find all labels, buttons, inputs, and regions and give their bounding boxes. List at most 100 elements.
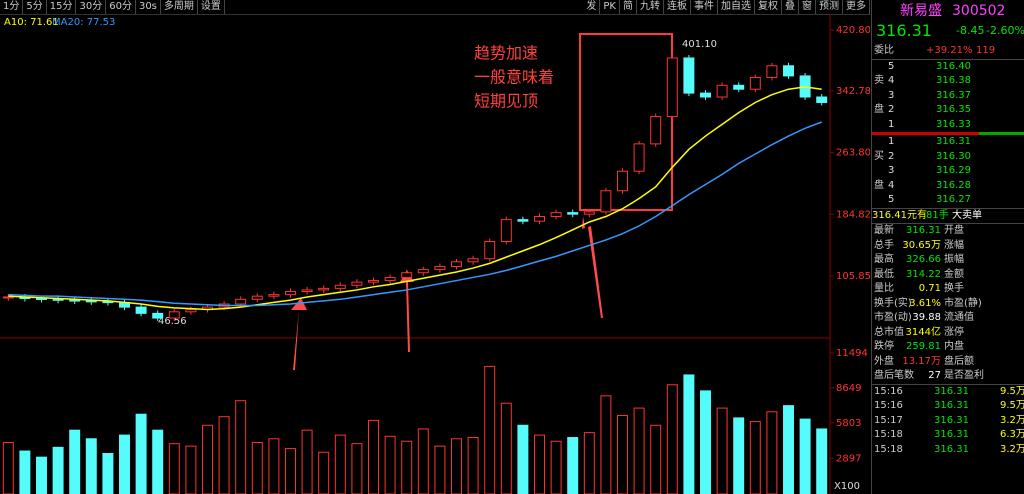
big-order: 316.41元有 81手 大卖单 [872, 207, 1024, 224]
period-button[interactable]: 60分 [106, 0, 136, 14]
trade-row: 15:18 316.31 6.3万 [872, 428, 1024, 443]
side-label: 买 [874, 150, 884, 162]
order-book: 5 316.40 卖 4 316.38 3 316.37 盘 2 316.35 1 316.33 1 31… [872, 60, 1024, 208]
sell-row: 5 316.40 [872, 60, 1024, 75]
level-price: 316.30 [936, 150, 971, 162]
level-price: 316.33 [936, 118, 971, 130]
price: 316.31 [876, 21, 932, 40]
volume-bar [119, 434, 130, 494]
period-button[interactable]: 30s [136, 0, 161, 14]
v-tick-label: 11494 [836, 348, 868, 359]
trade-size: 9.5万 [1000, 400, 1024, 411]
tool-button[interactable]: 叠 [782, 0, 799, 14]
level-price: 316.31 [936, 136, 971, 147]
candle [301, 289, 313, 292]
level-price: 316.27 [936, 194, 971, 205]
volume-bar [85, 438, 97, 494]
candle [36, 298, 47, 301]
volume-bar [666, 384, 678, 494]
trade-row: 15:17 316.31 3.2万 [872, 414, 1024, 429]
volume-bar [583, 432, 595, 494]
volume-bar [783, 405, 794, 494]
candle [285, 290, 296, 296]
y-tick-label: 184.82 [836, 209, 870, 220]
volume-bar [384, 435, 396, 494]
tool-button[interactable]: 更多 [843, 0, 870, 14]
trade-time: 15:18 [874, 429, 903, 440]
arrow [291, 298, 307, 370]
tool-button[interactable]: 事件 [691, 0, 718, 14]
y-tick-label: 420.80 [836, 25, 870, 36]
candle [235, 298, 247, 305]
trade-size: 3.2万 [1000, 443, 1024, 455]
stock-name: 新易盛 [900, 3, 942, 19]
trade-price: 316.31 [934, 400, 969, 411]
annotation: 短期见顶 [474, 92, 538, 111]
period-button[interactable]: 1分 [0, 0, 24, 14]
y-tick-label: 105.85 [836, 271, 870, 282]
level-price: 316.37 [936, 89, 971, 101]
sell-row: 盘 2 316.35 [872, 103, 1024, 118]
candle [534, 216, 545, 222]
volume-bar [816, 428, 828, 494]
period-button[interactable]: 5分 [23, 0, 47, 14]
trade-size: 3.2万 [1000, 414, 1024, 426]
stat-key2: 流通值 [944, 312, 974, 323]
stat-key2: 金额 [944, 268, 964, 280]
candle [567, 212, 579, 215]
candle [135, 306, 147, 314]
stat-key2: 开盘 [944, 225, 964, 236]
stat-row: 市盈(动) 39.88 流通值 [872, 311, 1024, 326]
volume-bar [334, 434, 346, 494]
period-button[interactable]: 设置 [198, 0, 225, 14]
trade-time: 15:16 [874, 385, 903, 397]
level-price: 316.28 [936, 179, 971, 191]
volume-bar [102, 452, 114, 494]
stat-value: 3144亿 [905, 326, 941, 338]
stat-key: 市盈(动) [874, 312, 912, 323]
period-button[interactable]: 30分 [76, 0, 107, 14]
candle [434, 266, 446, 271]
candle [168, 311, 180, 319]
candle [451, 261, 462, 268]
tool-button[interactable]: 窗 [799, 0, 816, 14]
volume-bar [749, 421, 761, 494]
candle [2, 296, 14, 299]
level: 3 [888, 165, 895, 176]
candle [683, 57, 695, 94]
ma20-line [8, 121, 822, 307]
tool-button[interactable]: 复权 [755, 0, 782, 14]
candle [152, 312, 164, 319]
tool-button[interactable]: PK [600, 0, 620, 14]
volume-bar [716, 407, 728, 494]
volume-bar [368, 419, 379, 494]
stat-key: 总市值 [874, 326, 904, 338]
period-button[interactable]: 多周期 [161, 0, 198, 14]
trade-size: 6.3万 [1000, 429, 1024, 440]
candle [384, 276, 396, 282]
buy-row: 3 316.29 [872, 164, 1024, 179]
high-label: 401.10 [682, 39, 717, 50]
tool-button[interactable]: 连板 [664, 0, 691, 14]
stat-value: 39.88 [912, 312, 941, 323]
volume-bar [766, 411, 778, 494]
stat-key2: 换手 [944, 283, 964, 294]
sell-row: 1 316.33 [872, 118, 1024, 133]
v-tick-label: 8649 [836, 383, 861, 394]
tool-button[interactable]: 预测 [816, 0, 843, 14]
tool-button[interactable]: 加自选 [718, 0, 755, 14]
tool-button[interactable]: 九转 [637, 0, 664, 14]
volume-bar [202, 424, 213, 494]
level-price: 316.35 [936, 104, 971, 115]
stat-row: 跌停 259.81 内盘 [872, 340, 1024, 355]
trade-size: 9.5万 [1000, 385, 1024, 397]
arrow [400, 270, 414, 352]
trade-time: 15:18 [874, 443, 903, 455]
tool-button[interactable]: 发 [583, 0, 601, 14]
annotation: 趋势加速 [474, 44, 538, 63]
tool-button[interactable]: 简 [620, 0, 637, 14]
chart: A10: 71.61 MA20: 77.53 趋势加速 一般意味着 短期见顶 4… [0, 14, 870, 494]
period-button[interactable]: 15分 [47, 0, 77, 14]
stat-key: 最高 [874, 254, 894, 265]
low-label: 46.56 [158, 316, 187, 327]
